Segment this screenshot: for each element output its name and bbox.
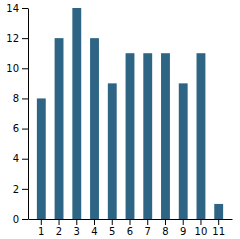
x-axis: 1234567891011 <box>29 219 233 237</box>
x-tick-label: 1 <box>38 226 44 237</box>
x-tick-label: 9 <box>180 226 186 237</box>
y-tick: 14 <box>6 3 28 14</box>
x-tick: 9 <box>180 219 186 237</box>
y-tick-mark <box>22 219 28 220</box>
y-tick: 10 <box>6 63 28 74</box>
y-tick: 0 <box>13 214 28 225</box>
bar <box>126 53 135 219</box>
bar <box>90 38 99 219</box>
y-tick-label: 8 <box>13 93 19 104</box>
x-tick: 7 <box>145 219 151 237</box>
bar <box>197 53 206 219</box>
bar <box>55 38 64 219</box>
chart: 123456789101102468101214 <box>0 0 240 239</box>
y-tick-mark <box>22 98 28 99</box>
x-tick: 5 <box>109 219 115 237</box>
x-tick-label: 3 <box>74 226 80 237</box>
bar <box>37 98 46 219</box>
y-tick-label: 6 <box>13 123 19 134</box>
x-tick-mark <box>41 219 42 225</box>
x-tick-label: 4 <box>91 226 97 237</box>
x-tick: 2 <box>56 219 62 237</box>
x-tick-mark <box>59 219 60 225</box>
y-tick: 4 <box>13 153 28 164</box>
y-tick-label: 12 <box>6 33 19 44</box>
y-tick-mark <box>22 159 28 160</box>
y-tick-mark <box>22 189 28 190</box>
bar <box>179 83 188 219</box>
x-tick: 4 <box>91 219 97 237</box>
y-tick-label: 14 <box>6 3 19 14</box>
y-tick-mark <box>22 68 28 69</box>
y-tick-label: 0 <box>13 214 19 225</box>
y-tick: 12 <box>6 33 28 44</box>
bar <box>108 83 117 219</box>
x-tick: 8 <box>162 219 168 237</box>
y-tick-mark <box>22 8 28 9</box>
x-tick-label: 6 <box>127 226 133 237</box>
x-tick-mark <box>76 219 77 225</box>
x-tick-mark <box>165 219 166 225</box>
x-tick: 1 <box>38 219 44 237</box>
bar <box>161 53 170 219</box>
x-tick-label: 2 <box>56 226 62 237</box>
x-tick-label: 11 <box>212 226 225 237</box>
x-tick-mark <box>200 219 201 225</box>
x-tick: 10 <box>195 219 208 237</box>
x-tick-mark <box>147 219 148 225</box>
x-tick-label: 10 <box>195 226 208 237</box>
x-tick-mark <box>130 219 131 225</box>
y-tick-label: 2 <box>13 184 19 195</box>
x-tick: 6 <box>127 219 133 237</box>
x-tick: 11 <box>212 219 225 237</box>
x-tick-mark <box>112 219 113 225</box>
y-tick-label: 4 <box>13 153 19 164</box>
y-tick-label: 10 <box>6 63 19 74</box>
y-tick-mark <box>22 129 28 130</box>
x-tick-mark <box>183 219 184 225</box>
axis-line <box>28 9 29 220</box>
plot-area <box>37 8 223 219</box>
y-tick: 8 <box>13 93 28 104</box>
bar <box>72 8 81 219</box>
x-tick: 3 <box>74 219 80 237</box>
y-axis: 0 2 4 6 8 10 12 14 <box>6 3 28 225</box>
y-tick: 2 <box>13 184 28 195</box>
x-tick-label: 7 <box>145 226 151 237</box>
x-tick-label: 8 <box>162 226 168 237</box>
y-tick-mark <box>22 38 28 39</box>
y-tick: 6 <box>13 123 28 134</box>
x-tick-label: 5 <box>109 226 115 237</box>
x-tick-mark <box>94 219 95 225</box>
bar <box>143 53 152 219</box>
x-tick-mark <box>218 219 219 225</box>
bar <box>214 204 223 219</box>
